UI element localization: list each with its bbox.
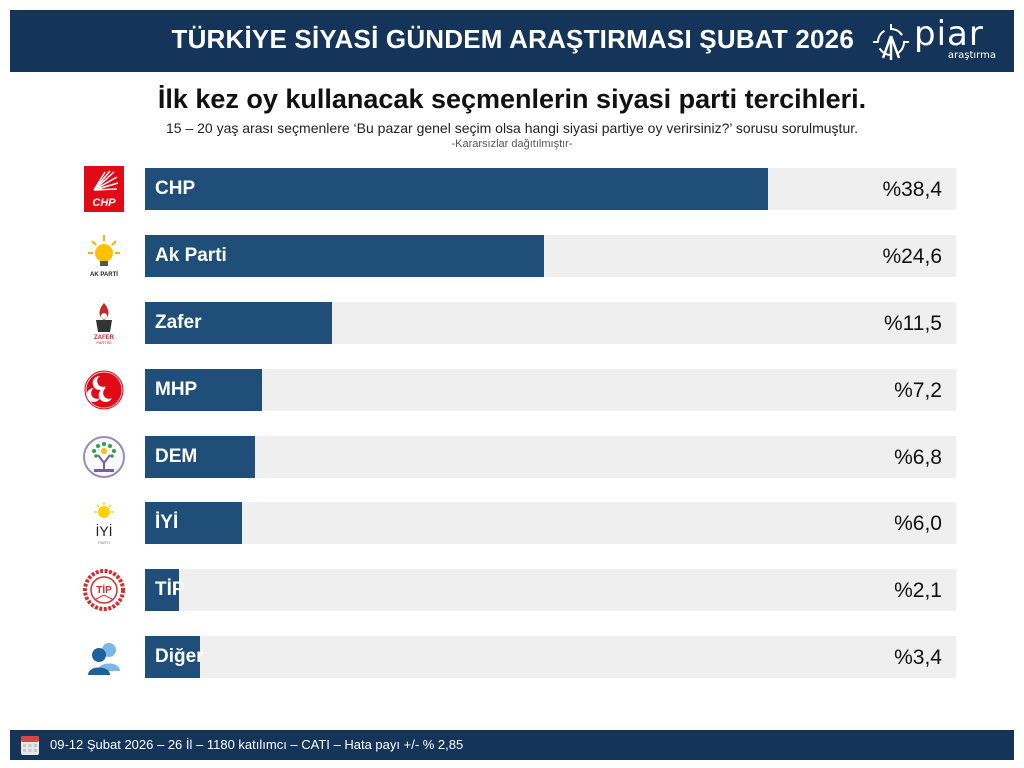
party-label: Ak Parti — [155, 245, 227, 266]
bar-row: TİP TİP %2,1 — [0, 569, 1024, 611]
bar-track: Ak Parti %24,6 — [145, 235, 956, 277]
bar-row: AK PARTİ Ak Parti %24,6 — [0, 233, 1024, 279]
value-label: %6,0 — [894, 512, 942, 535]
bar-track: TİP %2,1 — [145, 569, 956, 611]
party-label: Zafer — [155, 312, 202, 333]
svg-text:ZAFER: ZAFER — [94, 335, 115, 341]
svg-text:TİP: TİP — [96, 583, 112, 596]
footer-bar: 09-12 Şubat 2026 – 26 İl – 1180 katılımc… — [10, 730, 1014, 760]
dem-logo-icon — [80, 434, 128, 480]
bar-fill: Diğer — [145, 636, 204, 678]
svg-text:PARTİSİ: PARTİSİ — [96, 340, 111, 345]
footer-methodology: 09-12 Şubat 2026 – 26 İl – 1180 katılımc… — [50, 737, 464, 752]
piar-logo: piar araştırma — [870, 14, 1000, 66]
tip-logo-icon: TİP — [80, 567, 128, 613]
bar-track: DEM %6,8 — [145, 436, 956, 478]
svg-text:AK PARTİ: AK PARTİ — [90, 271, 118, 278]
iyi-logo-icon: İYİ PARTİ — [80, 500, 128, 546]
value-label: %3,4 — [894, 646, 942, 669]
party-label: CHP — [155, 178, 196, 199]
bar-row: İYİ PARTİ İYİ %6,0 — [0, 500, 1024, 546]
bar-fill: DEM — [145, 436, 255, 478]
bar-row: Diğer %3,4 — [0, 636, 1024, 678]
value-label: %7,2 — [894, 379, 942, 402]
chart-title: İlk kez oy kullanacak seçmenlerin siyasi… — [157, 84, 867, 114]
logo-subtext: araştırma — [947, 50, 996, 61]
svg-text:CHP: CHP — [92, 197, 116, 209]
party-label: MHP — [155, 379, 198, 400]
bar-fill: İYİ — [145, 502, 242, 544]
value-label: %24,6 — [882, 245, 942, 268]
bar-row: ZAFER PARTİSİ Zafer %11,5 — [0, 300, 1024, 346]
bar-row: MHP %7,2 — [0, 369, 1024, 411]
bar-row: CHP CHP %38,4 — [0, 166, 1024, 212]
bar-fill: CHP — [145, 168, 768, 210]
bar-fill: Ak Parti — [145, 235, 544, 277]
bar-track: İYİ %6,0 — [145, 502, 956, 544]
value-label: %38,4 — [882, 178, 942, 201]
value-label: %11,5 — [884, 312, 942, 335]
zafer-logo-icon: ZAFER PARTİSİ — [80, 300, 128, 346]
bar-track: MHP %7,2 — [145, 369, 956, 411]
ak-parti-logo-icon: AK PARTİ — [80, 233, 128, 279]
svg-text:PARTİ: PARTİ — [98, 540, 109, 545]
value-label: %2,1 — [894, 579, 942, 602]
bar-track: Diğer %3,4 — [145, 636, 956, 678]
party-label: DEM — [155, 446, 198, 467]
target-arrow-icon — [873, 24, 909, 60]
calendar-icon — [21, 736, 39, 755]
header-title: TÜRKİYE SİYASİ GÜNDEM ARAŞTIRMASI ŞUBAT … — [171, 24, 854, 54]
header-banner: TÜRKİYE SİYASİ GÜNDEM ARAŞTIRMASI ŞUBAT … — [10, 10, 1014, 72]
logo-text: piar — [914, 14, 984, 54]
chart-subtitle: 15 – 20 yaş arası seçmenlere ‘Bu pazar g… — [165, 120, 859, 136]
party-label: TİP — [155, 579, 185, 600]
bar-row: DEM %6,8 — [0, 436, 1024, 478]
value-label: %6,8 — [894, 446, 942, 469]
mhp-logo-icon — [80, 367, 128, 413]
bar-fill: MHP — [145, 369, 262, 411]
diger-people-icon — [80, 634, 128, 680]
party-label: Diğer — [155, 646, 204, 667]
bar-track: Zafer %11,5 — [145, 302, 956, 344]
chp-logo-icon: CHP — [80, 166, 128, 212]
chart-note: -Kararsızlar dağıtılmıştır- — [451, 138, 573, 150]
party-label: İYİ — [155, 512, 179, 533]
bar-fill: TİP — [145, 569, 185, 611]
bar-fill: Zafer — [145, 302, 332, 344]
bar-track: CHP %38,4 — [145, 168, 956, 210]
svg-text:İYİ: İYİ — [95, 522, 112, 539]
